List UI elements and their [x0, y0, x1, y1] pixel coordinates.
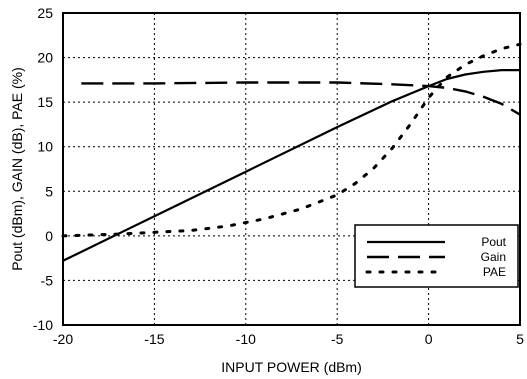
- y-axis-label: Pout (dBm), GAIN (dB), PAE (%): [9, 67, 25, 271]
- tick-labels: -20 -15 -10 -5 0 5 -10 -5 0 5 10 15 20 25: [33, 5, 524, 347]
- x-tick-label: 5: [516, 331, 524, 347]
- legend-label-pae: PAE: [483, 265, 506, 279]
- y-tick-label: -10: [33, 317, 53, 333]
- x-tick-label: -20: [53, 331, 73, 347]
- y-tick-label: 10: [37, 139, 53, 155]
- series-group: [61, 42, 522, 262]
- series-line-gain: [81, 81, 521, 116]
- legend-label-pout: Pout: [481, 235, 506, 249]
- y-tick-label: 0: [45, 228, 53, 244]
- x-tick-label: -15: [144, 331, 164, 347]
- x-axis-label: INPUT POWER (dBm): [221, 359, 362, 375]
- series-line-pae: [61, 42, 522, 238]
- y-tick-label: 20: [37, 50, 53, 66]
- y-tick-label: 25: [37, 5, 53, 21]
- x-tick-label: 0: [425, 331, 433, 347]
- plot-frame: [62, 12, 521, 326]
- y-tick-label: -5: [41, 272, 54, 288]
- y-tick-label: 5: [45, 183, 53, 199]
- x-tick-label: -5: [331, 331, 344, 347]
- legend: Pout Gain PAE: [354, 224, 519, 288]
- legend-label-gain: Gain: [481, 250, 506, 264]
- y-tick-label: 15: [37, 94, 53, 110]
- x-tick-label: -10: [236, 331, 256, 347]
